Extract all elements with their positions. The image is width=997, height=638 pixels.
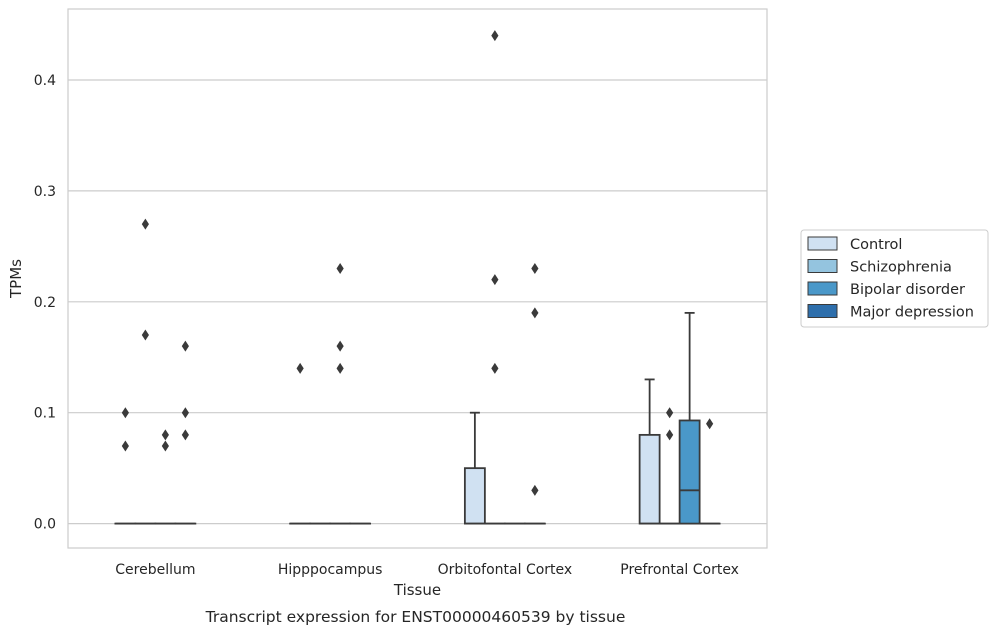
x-tick-label-hipppocampus: Hipppocampus	[278, 562, 383, 578]
outlier-point	[491, 30, 498, 41]
outlier-point	[337, 363, 344, 374]
y-tick-label: 0.3	[34, 184, 56, 200]
box-control-prefrontal-cortex	[640, 379, 660, 523]
legend-swatch	[808, 305, 837, 318]
gridlines	[68, 80, 767, 524]
outlier-point	[337, 263, 344, 274]
outlier-point	[182, 407, 189, 418]
outlier-point	[182, 341, 189, 352]
x-axis-label: Tissue	[393, 581, 441, 599]
outlier-point	[142, 219, 149, 230]
y-tick-label: 0.1	[34, 406, 56, 422]
plot-frame	[68, 9, 767, 548]
box-control-orbitofontal-cortex	[465, 413, 485, 524]
legend-label: Schizophrenia	[850, 260, 952, 276]
y-tick-labels: 0.0 0.1 0.2 0.3 0.4	[34, 73, 56, 533]
y-tick-label: 0.0	[34, 517, 56, 533]
outlier-point	[122, 440, 129, 451]
outlier-point	[666, 429, 673, 440]
outlier-point	[162, 440, 169, 451]
y-axis-label: TPMs	[7, 259, 25, 299]
outlier-point	[162, 429, 169, 440]
legend-swatch	[808, 260, 837, 273]
outlier-point	[297, 363, 304, 374]
outlier-point	[337, 341, 344, 352]
outliers	[122, 30, 713, 496]
legend-swatch	[808, 237, 837, 250]
legend-label: Major depression	[850, 305, 974, 321]
outlier-point	[531, 485, 538, 496]
outlier-point	[666, 407, 673, 418]
x-tick-label-cerebellum: Cerebellum	[115, 562, 195, 578]
x-tick-label-orbitofontal-cortex: Orbitofontal Cortex	[438, 562, 573, 578]
legend: Control Schizophrenia Bipolar disorder Majo…	[801, 230, 988, 327]
box-iqr	[680, 420, 700, 523]
legend-swatch	[808, 282, 837, 295]
legend-label: Control	[850, 237, 902, 253]
x-tick-labels: Cerebellum Hipppocampus Orbitofontal Corte…	[115, 562, 739, 578]
outlier-point	[142, 330, 149, 341]
outlier-point	[122, 407, 129, 418]
x-tick-label-prefrontal-cortex: Prefrontal Cortex	[620, 562, 739, 578]
outlier-point	[531, 307, 538, 318]
legend-label: Bipolar disorder	[850, 282, 965, 298]
chart-caption: Transcript expression for ENST0000046053…	[205, 608, 626, 626]
box-iqr	[640, 435, 660, 524]
box-iqr	[465, 468, 485, 523]
y-tick-label: 0.2	[34, 295, 56, 311]
y-tick-label: 0.4	[34, 73, 56, 89]
box-bipolar-disorder-prefrontal-cortex	[680, 313, 700, 524]
outlier-point	[531, 263, 538, 274]
outlier-point	[706, 418, 713, 429]
outlier-point	[182, 429, 189, 440]
outlier-point	[491, 363, 498, 374]
outlier-point	[491, 274, 498, 285]
boxes	[115, 313, 719, 524]
